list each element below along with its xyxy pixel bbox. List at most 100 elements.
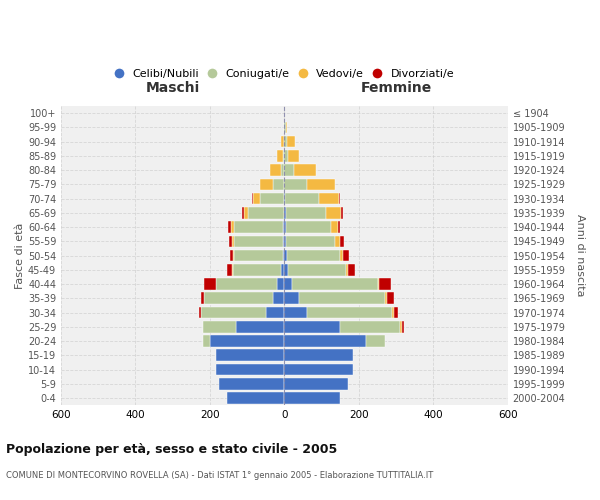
Bar [232,264,233,276]
Bar [284,193,285,204]
Bar [230,250,233,262]
Bar [394,306,398,318]
Bar [286,236,335,247]
Bar [215,278,277,290]
Bar [284,178,307,190]
Bar [199,306,200,318]
Bar [340,321,400,332]
Bar [379,278,391,290]
Bar [234,222,283,233]
Bar [283,150,284,162]
Bar [341,207,343,218]
Bar [286,122,287,133]
Bar [273,178,284,190]
Bar [284,321,340,332]
Bar [340,236,344,247]
Bar [200,292,205,304]
Bar [203,335,210,347]
Bar [387,292,394,304]
Bar [319,193,339,204]
Bar [229,236,232,247]
Bar [283,250,284,262]
Bar [232,236,234,247]
Bar [233,264,281,276]
Bar [266,306,284,318]
Bar [200,306,266,318]
Bar [400,321,402,332]
Bar [288,150,299,162]
Bar [281,164,284,176]
Bar [292,278,377,290]
Bar [392,306,394,318]
Bar [346,264,348,276]
Bar [284,364,353,376]
Bar [203,321,236,332]
Bar [402,321,404,332]
Bar [242,207,244,218]
Bar [284,207,286,218]
Bar [287,250,340,262]
Bar [367,335,385,347]
Bar [260,178,273,190]
Y-axis label: Anni di nascita: Anni di nascita [575,214,585,297]
Bar [288,264,346,276]
Bar [215,350,284,361]
Bar [284,278,292,290]
Bar [339,193,340,204]
Bar [281,264,284,276]
Y-axis label: Fasce di età: Fasce di età [15,222,25,289]
Bar [307,178,335,190]
Bar [284,250,287,262]
Bar [233,250,234,262]
Bar [338,222,340,233]
Bar [234,250,283,262]
Bar [284,306,307,318]
Legend: Celibi/Nubili, Coniugati/e, Vedovi/e, Divorziati/e: Celibi/Nubili, Coniugati/e, Vedovi/e, Di… [110,64,459,84]
Bar [244,207,248,218]
Bar [284,264,288,276]
Bar [348,264,355,276]
Bar [284,292,299,304]
Bar [252,193,253,204]
Bar [228,222,231,233]
Bar [284,222,286,233]
Bar [215,364,284,376]
Bar [284,350,353,361]
Bar [269,164,281,176]
Bar [284,335,367,347]
Bar [219,378,284,390]
Bar [385,292,387,304]
Bar [253,193,260,204]
Bar [273,292,284,304]
Bar [284,236,286,247]
Bar [210,335,284,347]
Bar [281,136,284,147]
Bar [286,222,331,233]
Bar [331,222,338,233]
Bar [294,164,316,176]
Bar [307,306,392,318]
Bar [227,264,232,276]
Bar [277,278,284,290]
Text: Femmine: Femmine [361,80,432,94]
Bar [284,136,287,147]
Bar [236,321,284,332]
Bar [343,250,349,262]
Bar [283,236,284,247]
Bar [227,392,284,404]
Bar [205,278,215,290]
Bar [260,193,284,204]
Bar [284,392,340,404]
Text: Maschi: Maschi [146,80,200,94]
Bar [248,207,284,218]
Bar [340,250,343,262]
Text: COMUNE DI MONTECORVINO ROVELLA (SA) - Dati ISTAT 1° gennaio 2005 - Elaborazione : COMUNE DI MONTECORVINO ROVELLA (SA) - Da… [6,470,433,480]
Bar [231,222,234,233]
Bar [205,292,273,304]
Bar [377,278,379,290]
Bar [285,193,319,204]
Text: Popolazione per età, sesso e stato civile - 2005: Popolazione per età, sesso e stato civil… [6,442,337,456]
Bar [286,207,326,218]
Bar [277,150,283,162]
Bar [283,222,284,233]
